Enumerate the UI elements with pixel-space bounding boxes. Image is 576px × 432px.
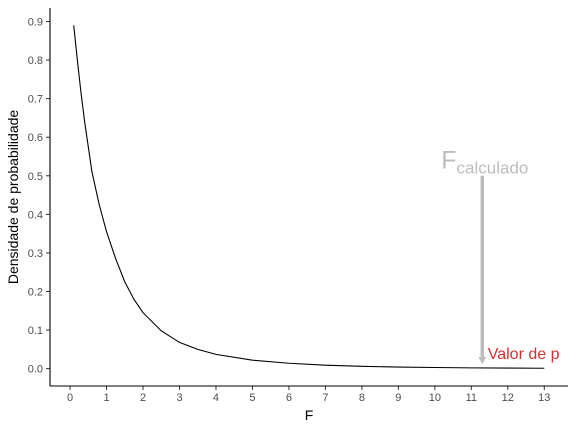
x-tick-label: 6 [286, 392, 292, 404]
x-tick-label: 5 [249, 392, 255, 404]
y-tick-label: 0.0 [28, 364, 43, 376]
annotations: Fcalculado Valor de p [441, 146, 560, 365]
x-axis-title: F [305, 407, 314, 423]
density-curve [73, 25, 545, 369]
x-tick-label: 13 [538, 392, 550, 404]
y-tick-label: 0.1 [28, 325, 43, 337]
y-tick-label: 0.2 [28, 287, 43, 299]
f-calculado-arrow-head [478, 357, 487, 365]
y-tick-label: 0.8 [28, 55, 43, 67]
y-axis-title: Densidade de probabilidade [5, 110, 21, 285]
x-tick-label: 0 [67, 392, 73, 404]
y-tick-label: 0.6 [28, 132, 43, 144]
y-tick-label: 0.4 [28, 209, 43, 221]
x-tick-label: 7 [322, 392, 328, 404]
y-tick-label: 0.3 [28, 248, 43, 260]
x-tick-label: 1 [103, 392, 109, 404]
p-value-label: Valor de p [488, 346, 560, 363]
x-tick-label: 11 [466, 392, 477, 404]
y-tick-label: 0.9 [28, 17, 43, 29]
x-tick-label: 4 [213, 392, 219, 404]
x-tick-label: 12 [502, 392, 514, 404]
f-calculado-main: F [441, 146, 456, 174]
x-tick-label: 3 [176, 392, 182, 404]
x-tick-label: 10 [429, 392, 441, 404]
x-tick-label: 2 [140, 392, 146, 404]
x-tick-label: 8 [359, 392, 365, 404]
y-tick-label: 0.5 [28, 171, 43, 183]
x-tick-label: 9 [395, 392, 401, 404]
x-axis-ticks: 0 1 2 3 4 5 6 7 8 9 10 11 12 13 [67, 386, 550, 404]
y-tick-label: 0.7 [28, 94, 43, 106]
f-calculado-label: Fcalculado [441, 146, 528, 177]
y-axis-ticks: 0.0 0.1 0.2 0.3 0.4 0.5 0.6 0.7 0.8 0.9 [28, 17, 50, 376]
f-calculado-subscript: calculado [457, 158, 529, 177]
